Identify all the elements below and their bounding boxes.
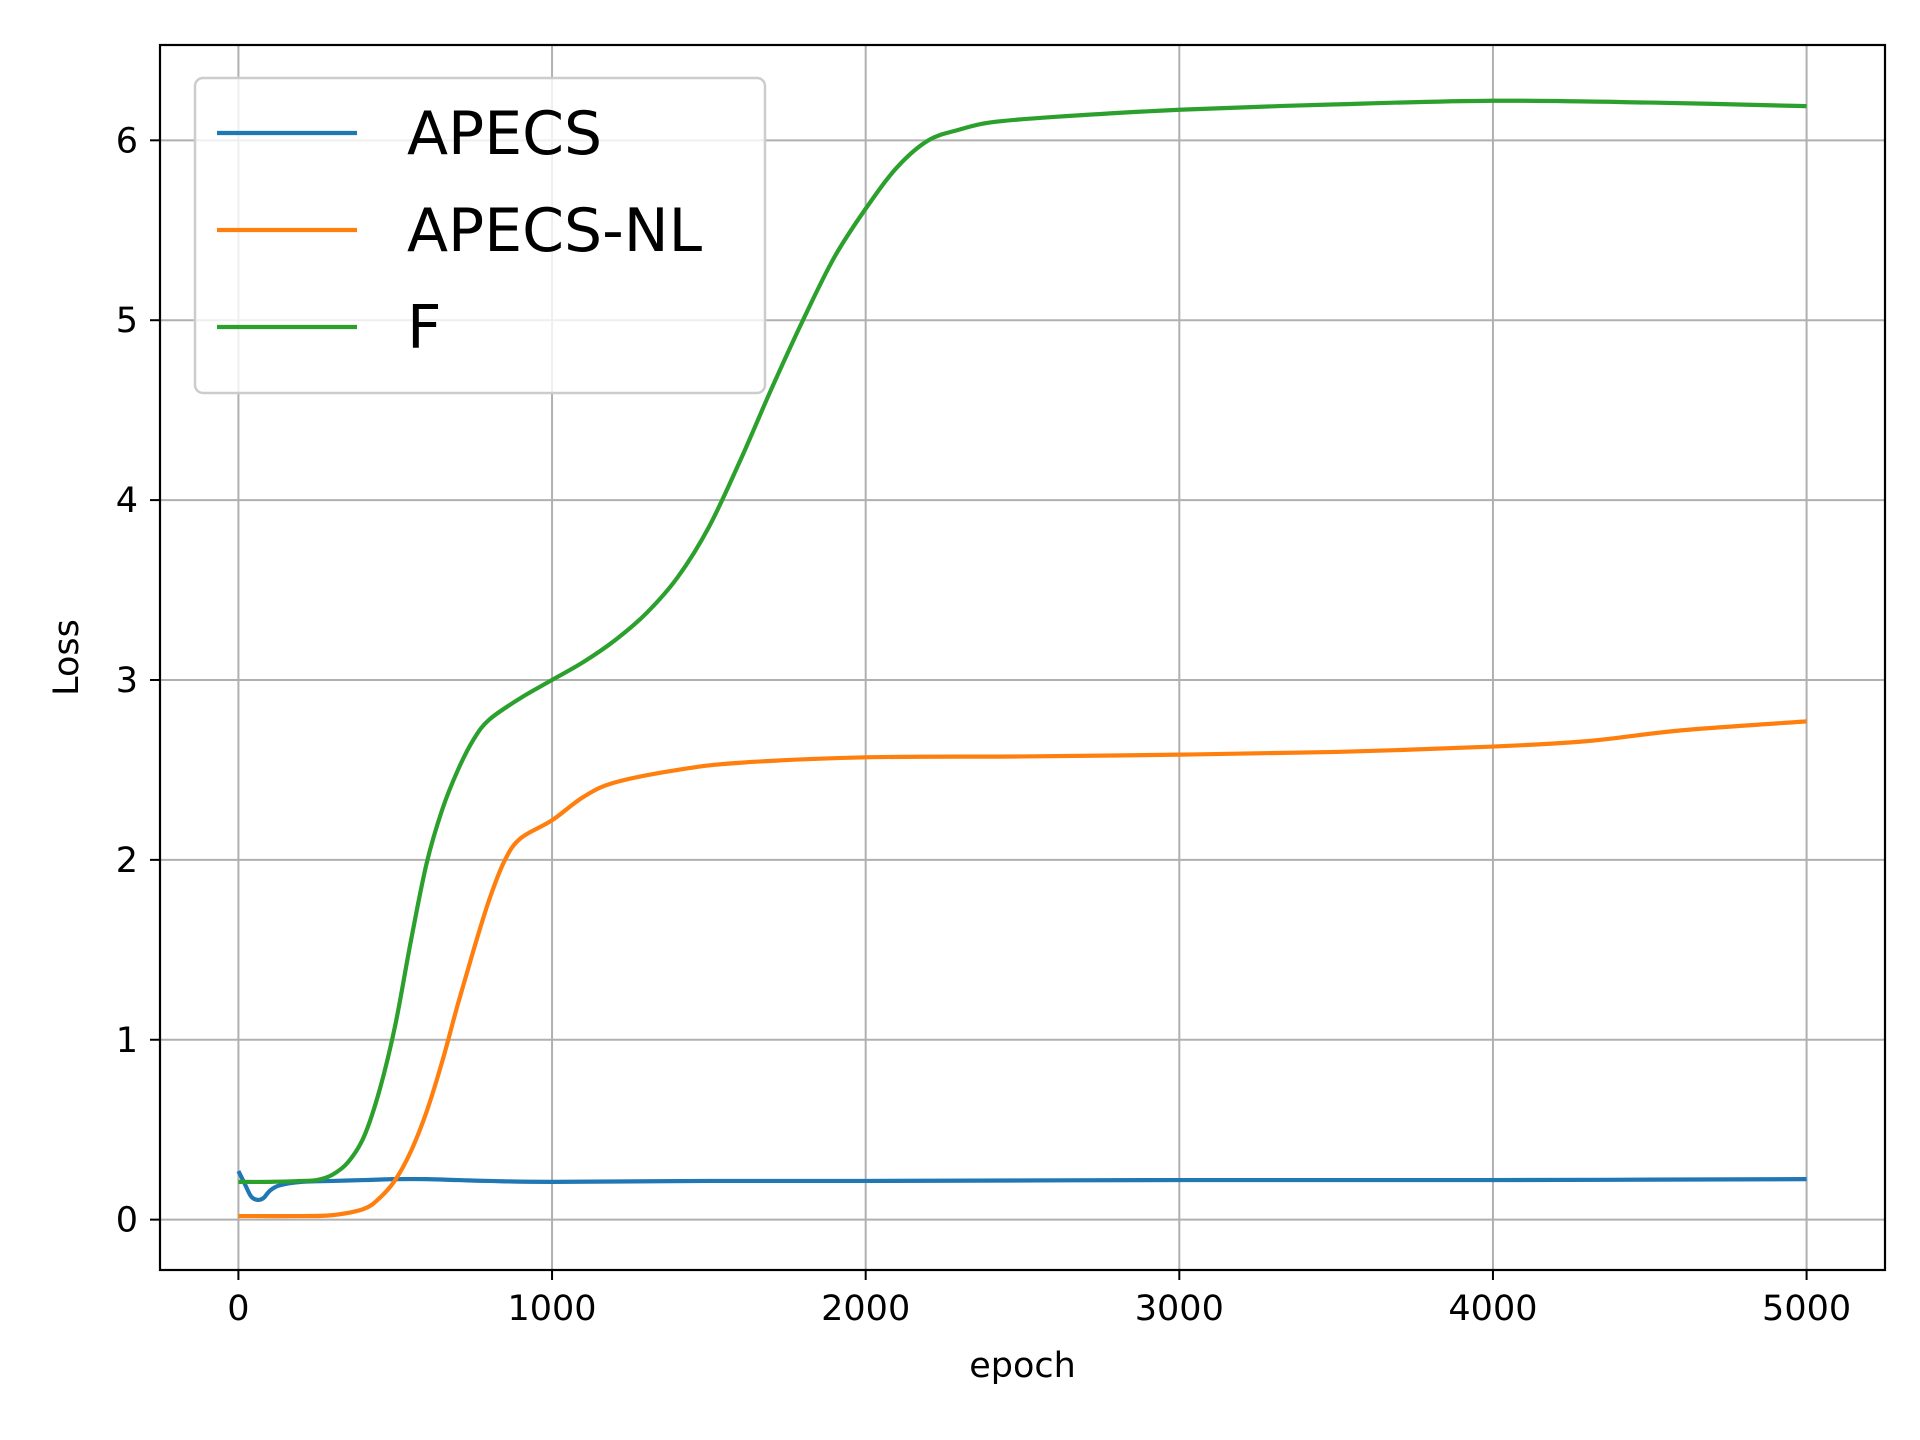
y-axis-label: Loss — [47, 619, 87, 696]
plot-frame — [158, 43, 1887, 1272]
x-tick-label: 3000 — [1135, 1289, 1224, 1329]
y-tick-label: 5 — [116, 301, 138, 341]
x-tick-label: 1000 — [508, 1289, 597, 1329]
y-tick-label: 6 — [116, 121, 138, 161]
legend-label-f: F — [407, 293, 442, 363]
y-tick-label: 3 — [116, 661, 138, 701]
legend-box — [193, 76, 767, 395]
series-lines — [236, 98, 1807, 1219]
legend-label-apecs-nl: APECS-NL — [407, 196, 703, 266]
x-tick-label: 2000 — [821, 1289, 910, 1329]
y-tick-label: 0 — [116, 1201, 138, 1241]
x-axis-label: epoch — [969, 1346, 1076, 1386]
y-tick-label: 4 — [116, 481, 138, 521]
series-line-apecs-nl — [238, 719, 1807, 1219]
series-line-f — [238, 98, 1807, 1185]
x-tick-label: 5000 — [1762, 1289, 1851, 1329]
x-tick-label: 0 — [227, 1289, 249, 1329]
x-tick-label: 4000 — [1448, 1289, 1537, 1329]
y-tick-label: 1 — [116, 1021, 138, 1061]
legend-label-apecs: APECS — [407, 99, 602, 169]
legend: APECS APECS-NL F — [193, 76, 767, 395]
y-tick-label: 2 — [116, 841, 138, 881]
axis-ticks: 0 1000 2000 3000 4000 5000 0 1 2 3 4 5 6 — [116, 121, 1851, 1329]
series-line-apecs — [236, 1170, 1807, 1203]
